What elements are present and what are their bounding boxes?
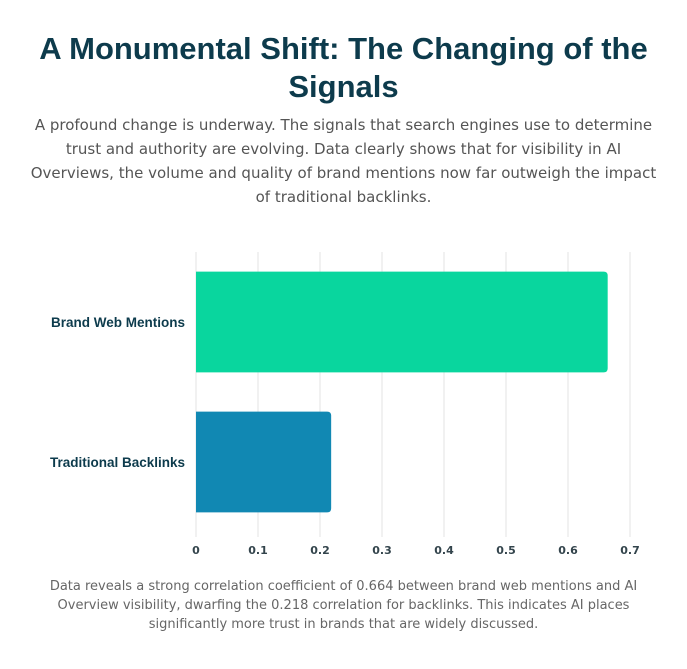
x-tick-label: 0.2 (310, 544, 330, 557)
x-tick-label: 0.7 (620, 544, 640, 557)
x-tick-label: 0.4 (434, 544, 454, 557)
bars (196, 271, 608, 513)
x-tick-label: 0.5 (496, 544, 516, 557)
x-axis-ticks: 0 0.1 0.2 0.3 0.4 0.5 0.6 0.7 (192, 544, 640, 557)
category-label: Traditional Backlinks (50, 455, 185, 470)
intro-paragraph: A profound change is underway. The signa… (30, 116, 657, 206)
x-tick-label: 0.1 (248, 544, 268, 557)
chart-caption: Data reveals a strong correlation coeffi… (49, 579, 638, 632)
x-tick-label: 0.3 (372, 544, 392, 557)
category-labels: Brand Web Mentions Traditional Backlinks (50, 315, 185, 470)
x-tick-label: 0 (192, 544, 200, 557)
bar-brand-web-mentions (196, 271, 608, 373)
category-label: Brand Web Mentions (51, 315, 185, 330)
x-tick-label: 0.6 (558, 544, 578, 557)
bar-traditional-backlinks (196, 411, 332, 513)
page-title: A Monumental Shift: The Changing of the … (39, 31, 648, 104)
